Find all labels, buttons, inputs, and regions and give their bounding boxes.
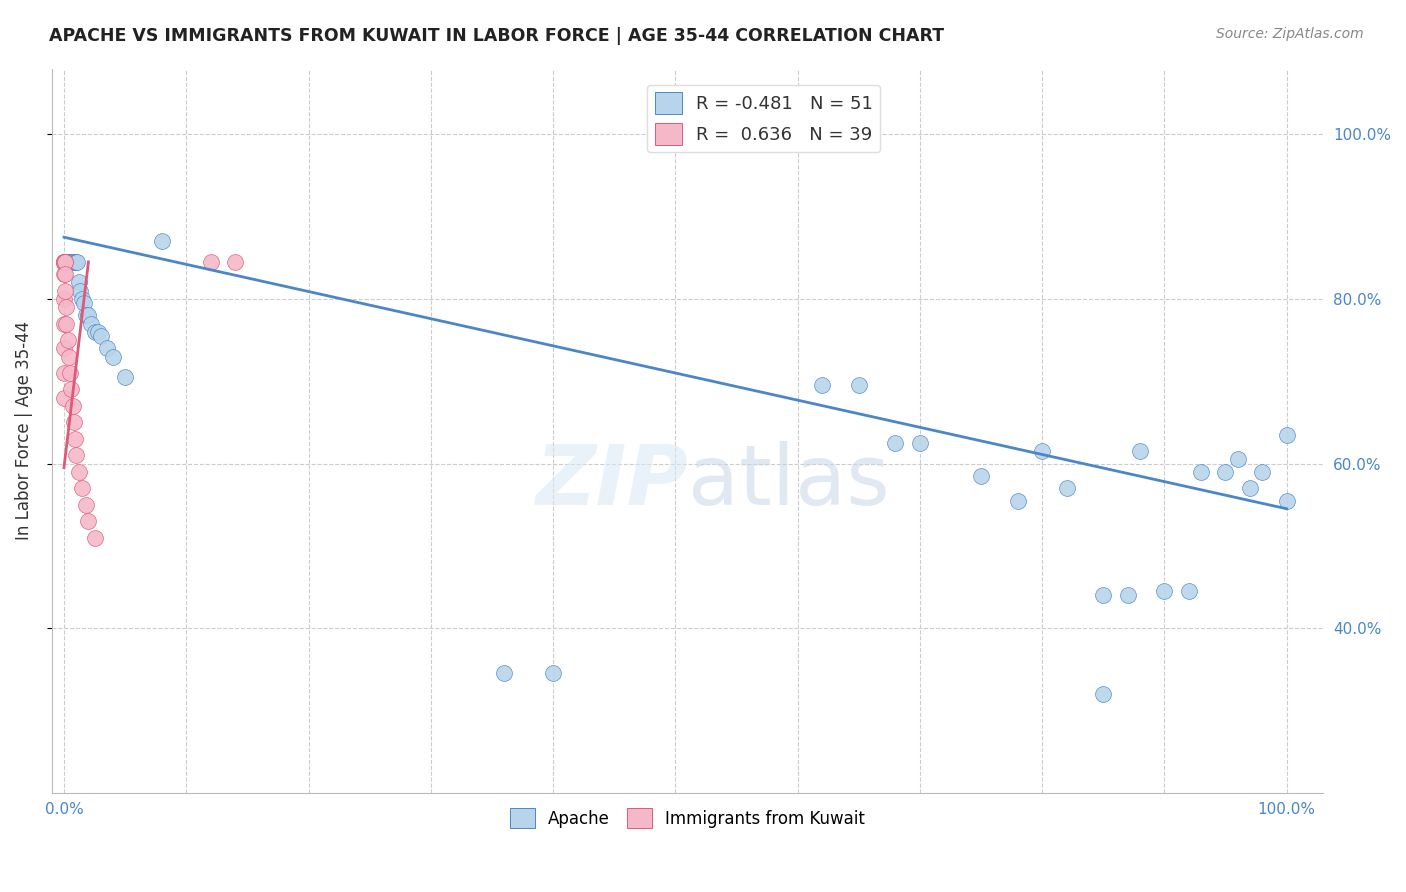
Point (72, 292, 94, 306)
Point (59, 366, 82, 380)
Point (58, 255, 80, 269)
Point (55, 255, 77, 269)
Point (1092, 687, 1115, 701)
Point (1153, 584, 1175, 599)
Point (53, 255, 76, 269)
Point (62, 399, 84, 413)
Point (200, 255, 222, 269)
Point (66, 255, 89, 269)
Point (72, 296, 94, 310)
Point (541, 666, 564, 681)
Point (53, 255, 76, 269)
Point (53, 284, 76, 298)
Point (55, 255, 77, 269)
Point (1178, 584, 1201, 599)
Point (59, 255, 82, 269)
Point (53, 255, 76, 269)
Point (1116, 588, 1139, 602)
Point (87, 325, 110, 339)
Text: ZIP: ZIP (534, 441, 688, 522)
Point (53, 255, 76, 269)
Point (56, 255, 79, 269)
Point (56, 255, 79, 269)
Point (72, 481, 94, 495)
Point (62, 255, 84, 269)
Point (53, 317, 76, 331)
Point (75, 498, 97, 512)
Point (1239, 481, 1261, 495)
Point (65, 448, 87, 462)
Point (63, 255, 86, 269)
Point (60, 383, 83, 397)
Y-axis label: In Labor Force | Age 35-44: In Labor Force | Age 35-44 (15, 321, 32, 541)
Point (58, 350, 80, 364)
Point (55, 317, 77, 331)
Text: atlas: atlas (688, 441, 889, 522)
Point (90, 329, 112, 343)
Point (65, 255, 87, 269)
Point (494, 666, 516, 681)
Point (53, 255, 76, 269)
Point (224, 255, 246, 269)
Point (1275, 493, 1298, 508)
Point (114, 370, 136, 384)
Point (150, 235, 173, 249)
Point (60, 255, 83, 269)
Text: Source: ZipAtlas.com: Source: ZipAtlas.com (1216, 27, 1364, 41)
Point (53, 366, 76, 380)
Point (55, 300, 77, 314)
Point (77, 514, 100, 528)
Point (75, 309, 97, 323)
Point (1226, 452, 1249, 467)
Point (53, 341, 76, 355)
Point (53, 255, 76, 269)
Point (67, 465, 90, 479)
Point (1092, 588, 1115, 602)
Point (53, 255, 76, 269)
Point (1056, 481, 1078, 495)
Point (884, 436, 907, 450)
Point (811, 378, 834, 392)
Point (67, 276, 90, 290)
Legend: Apache, Immigrants from Kuwait: Apache, Immigrants from Kuwait (503, 801, 872, 835)
Point (80, 317, 103, 331)
Point (1189, 465, 1212, 479)
Point (96, 341, 118, 355)
Point (53, 267, 76, 281)
Point (970, 468, 993, 483)
Point (1129, 444, 1152, 458)
Point (1031, 444, 1053, 458)
Text: APACHE VS IMMIGRANTS FROM KUWAIT IN LABOR FORCE | AGE 35-44 CORRELATION CHART: APACHE VS IMMIGRANTS FROM KUWAIT IN LABO… (49, 27, 945, 45)
Point (77, 309, 100, 323)
Point (62, 415, 84, 429)
Point (848, 378, 870, 392)
Point (56, 333, 79, 347)
Point (59, 255, 82, 269)
Point (53, 391, 76, 405)
Point (53, 255, 76, 269)
Point (53, 255, 76, 269)
Point (62, 255, 84, 269)
Point (83, 325, 105, 339)
Point (1251, 465, 1274, 479)
Point (69, 284, 91, 298)
Point (908, 436, 931, 450)
Point (53, 292, 76, 306)
Point (83, 531, 105, 545)
Point (101, 350, 124, 364)
Point (1007, 493, 1029, 508)
Point (1215, 465, 1237, 479)
Point (53, 255, 76, 269)
Point (53, 267, 76, 281)
Point (63, 432, 86, 446)
Point (1275, 427, 1298, 442)
